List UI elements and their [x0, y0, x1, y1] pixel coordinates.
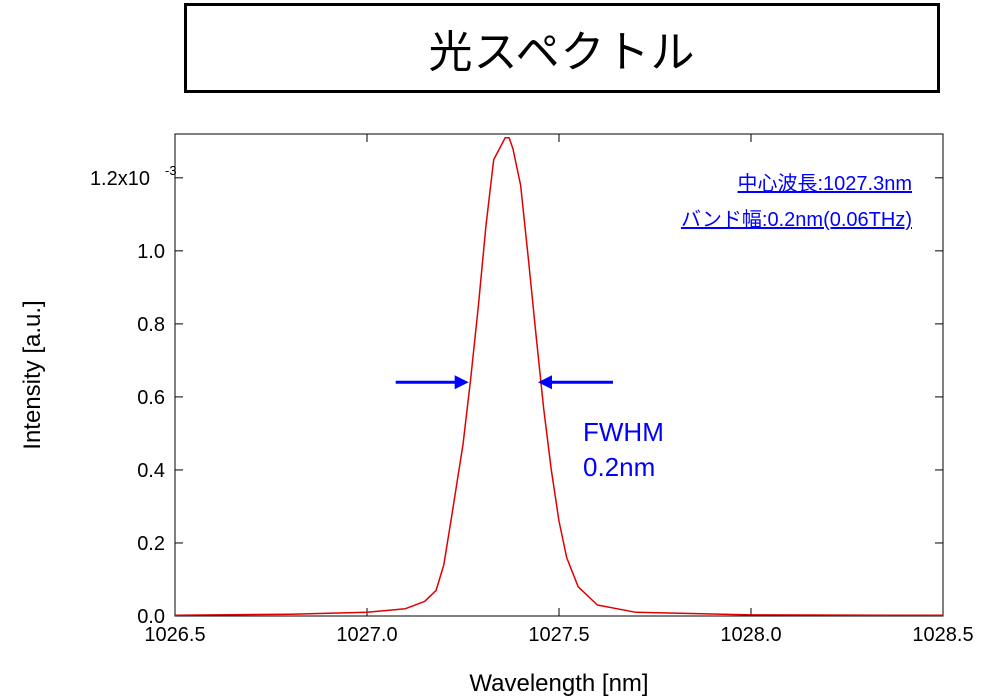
- y-exponent-label: -3: [165, 163, 177, 178]
- chart-title: 光スペクトル: [428, 27, 696, 78]
- x-tick-label: 1028.0: [720, 624, 781, 646]
- x-tick-label: 1027.0: [336, 624, 397, 646]
- fwhm-label-line1: FWHM: [583, 417, 664, 447]
- y-tick-label: 0.4: [137, 460, 165, 482]
- x-tick-label: 1026.5: [144, 624, 205, 646]
- y-tick-label: 0.0: [137, 606, 165, 628]
- x-tick-label: 1028.5: [912, 624, 973, 646]
- fwhm-label-line2: 0.2nm: [583, 452, 656, 482]
- fwhm-right-arrow-head: [537, 375, 552, 390]
- y-tick-label: 0.2: [137, 533, 165, 555]
- fwhm-left-arrow-head: [454, 375, 469, 390]
- x-tick-label: 1027.5: [528, 624, 589, 646]
- bandwidth-annotation: バンド幅:0.2nm(0.06THz): [680, 209, 912, 231]
- x-axis-label: Wavelength [nm]: [469, 670, 648, 697]
- fwhm-label: FWHM 0.2nm: [583, 415, 664, 485]
- y-tick-label: 0.8: [137, 314, 165, 336]
- y-tick-label: 1.0: [137, 241, 165, 263]
- y-tick-label: 1.2x10: [90, 168, 150, 190]
- spectrum-line: [174, 136, 944, 617]
- y-axis-label: Intensity [a.u.]: [19, 300, 46, 449]
- title-box: 光スペクトル: [184, 3, 940, 93]
- center-wavelength-annotation: 中心波長:1027.3nm: [737, 173, 912, 195]
- y-tick-label: 0.6: [137, 387, 165, 409]
